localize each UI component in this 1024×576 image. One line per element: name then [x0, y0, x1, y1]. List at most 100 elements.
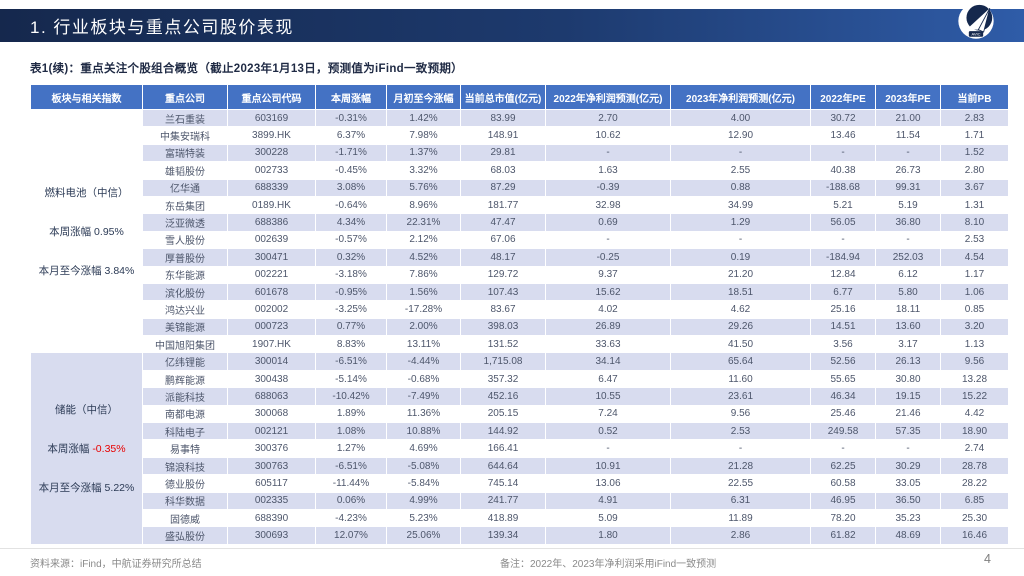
cell-code: 300438 [227, 369, 316, 389]
cell-pe-2022: 14.51 [810, 317, 876, 337]
cell-np-2022: 7.24 [545, 404, 671, 424]
cell-pb: 1.06 [940, 282, 1009, 302]
table-row: 东华能源 002221 -3.18% 7.86% 129.72 9.37 21.20 12.8… [31, 265, 1009, 284]
cell-week-change: -0.64% [315, 195, 387, 215]
cell-market-cap: 357.32 [460, 369, 546, 389]
cell-week-change: 4.34% [315, 213, 387, 232]
column-header: 重点公司 [142, 84, 228, 110]
cell-code: 002639 [227, 230, 316, 250]
cell-pb: 15.22 [940, 387, 1009, 406]
cell-market-cap: 129.72 [460, 265, 546, 284]
sector-panel-line: 燃料电池（中信） [44, 186, 129, 199]
cell-market-cap: 47.47 [460, 213, 546, 232]
cell-code: 300014 [227, 352, 316, 371]
cell-week-change: -0.45% [315, 161, 387, 180]
table-row: 雄韬股份 002733 -0.45% 3.32% 68.03 1.63 2.55 40.38 2… [31, 161, 1009, 180]
cell-company: 中国旭阳集团 [142, 335, 228, 354]
cell-month-change: 2.12% [386, 230, 461, 250]
cell-month-change: 8.96% [386, 195, 461, 215]
cell-code: 002121 [227, 422, 316, 441]
column-header: 2022年净利润预测(亿元) [545, 84, 671, 110]
cell-week-change: -10.42% [315, 387, 387, 406]
sector-panel-line: 储能（中信） [55, 404, 118, 417]
cell-pe-2022: 13.46 [810, 126, 876, 145]
cell-company: 科陆电子 [142, 422, 228, 441]
cell-company: 科华数据 [142, 491, 228, 510]
cell-month-change: 4.99% [386, 491, 461, 510]
cell-company: 德业股份 [142, 474, 228, 493]
table-row: 储能（中信） 本周涨幅 -0.35% 本月至今涨幅 5.22% 亿纬锂能 300014-… [30, 352, 1009, 545]
cell-company: 雄韬股份 [142, 161, 228, 180]
cell-pe-2022: 25.46 [810, 404, 876, 424]
cell-pe-2023: 35.23 [875, 508, 941, 528]
cell-code: 605117 [227, 474, 316, 493]
cell-pb: 16.46 [940, 526, 1009, 545]
cell-np-2022: 10.55 [545, 387, 671, 406]
cell-pe-2022: -188.68 [810, 178, 876, 197]
cell-market-cap: 87.29 [460, 178, 546, 197]
cell-pe-2022: 40.38 [810, 161, 876, 180]
table-row: 盛弘股份 300693 12.07% 25.06% 139.34 1.80 2.86 61.8… [31, 526, 1009, 545]
cell-pb: 3.67 [940, 178, 1009, 197]
cell-np-2022: 1.63 [545, 161, 671, 180]
table-row: 中国旭阳集团 1907.HK 8.83% 13.11% 131.52 33.63 41.50… [31, 335, 1009, 354]
table-row: 泛亚微透 688386 4.34% 22.31% 47.47 0.69 1.29 56.05 3… [31, 213, 1009, 232]
cell-code: 688390 [227, 508, 316, 528]
cell-market-cap: 139.34 [460, 526, 546, 545]
cell-company: 富瑞特装 [142, 143, 228, 163]
cell-week-change: -1.71% [315, 143, 387, 163]
cell-company: 滨化股份 [142, 282, 228, 302]
cell-company: 鸿达兴业 [142, 300, 228, 319]
cell-company: 雪人股份 [142, 230, 228, 250]
cell-pe-2023: 30.80 [875, 369, 941, 389]
table-row: 科陆电子 002121 1.08% 10.88% 144.92 0.52 2.53 249.5… [31, 422, 1009, 441]
cell-pe-2023: 21.00 [875, 108, 941, 128]
cell-code: 688386 [227, 213, 316, 232]
cell-np-2022: 32.98 [545, 195, 671, 215]
cell-pe-2023: - [875, 230, 941, 250]
cell-month-change: 5.23% [386, 508, 461, 528]
cell-np-2023: 29.26 [670, 317, 811, 337]
table-row: 鹏辉能源 300438 -5.14% -0.68% 357.32 6.47 11.60 55.… [31, 369, 1009, 389]
cell-code: 300228 [227, 143, 316, 163]
cell-pe-2023: 26.73 [875, 161, 941, 180]
cell-pe-2023: 18.11 [875, 300, 941, 319]
table-row: 美锦能源 000723 0.77% 2.00% 398.03 26.89 29.26 14.5… [31, 317, 1009, 337]
cell-month-change: 1.56% [386, 282, 461, 302]
cell-month-change: 4.52% [386, 248, 461, 267]
cell-pb: 0.85 [940, 300, 1009, 319]
cell-market-cap: 1,715.08 [460, 352, 546, 371]
cell-company: 东岳集团 [142, 195, 228, 215]
column-header: 2023年PE [875, 84, 941, 110]
cell-week-change: -0.95% [315, 282, 387, 302]
cell-market-cap: 205.15 [460, 404, 546, 424]
cell-np-2022: 10.91 [545, 456, 671, 476]
cell-code: 0189.HK [227, 195, 316, 215]
cell-np-2022: - [545, 439, 671, 458]
cell-week-change: 1.08% [315, 422, 387, 441]
page-title: 1. 行业板块与重点公司股价表现 [30, 18, 294, 37]
cell-market-cap: 452.16 [460, 387, 546, 406]
cell-pb: 1.31 [940, 195, 1009, 215]
cell-pe-2023: 99.31 [875, 178, 941, 197]
column-header: 重点公司代码 [227, 84, 316, 110]
cell-pe-2022: 12.84 [810, 265, 876, 284]
cell-code: 603169 [227, 108, 316, 128]
table-row: 中集安瑞科 3899.HK 6.37% 7.98% 148.91 10.62 12.90 13… [31, 126, 1009, 145]
cell-market-cap: 67.06 [460, 230, 546, 250]
footer-note: 备注：2022年、2023年净利润采用iFind一致预测 [500, 559, 717, 570]
cell-market-cap: 48.17 [460, 248, 546, 267]
cell-pe-2023: 5.80 [875, 282, 941, 302]
cell-np-2022: 1.80 [545, 526, 671, 545]
cell-week-change: -5.14% [315, 369, 387, 389]
cell-pe-2022: 62.25 [810, 456, 876, 476]
cell-code: 002335 [227, 491, 316, 510]
cell-week-change: 3.08% [315, 178, 387, 197]
cell-np-2022: - [545, 230, 671, 250]
cell-pb: 4.42 [940, 404, 1009, 424]
cell-market-cap: 181.77 [460, 195, 546, 215]
avic-logo-text: AVIC [971, 32, 980, 37]
cell-pe-2023: 36.50 [875, 491, 941, 510]
cell-market-cap: 241.77 [460, 491, 546, 510]
cell-code: 300693 [227, 526, 316, 545]
